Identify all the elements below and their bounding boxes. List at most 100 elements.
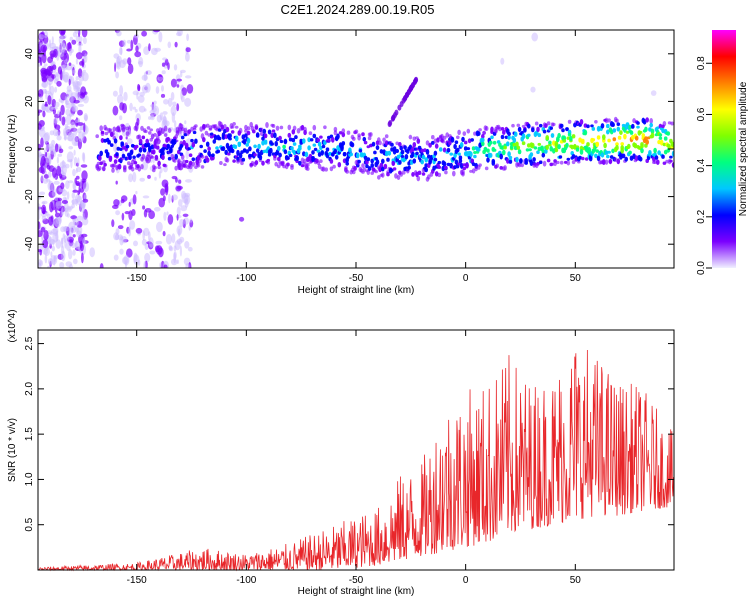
colorbar-tick-label: 0.2 [696, 209, 707, 223]
ridge-cell [381, 166, 385, 172]
ridge-cell [273, 132, 277, 139]
ridge-cell [258, 154, 263, 161]
ridge-cell [137, 134, 142, 139]
ridge-cell [534, 121, 539, 126]
noise-blob [82, 37, 87, 45]
ridge-cell [634, 155, 639, 162]
ridge-cell [234, 125, 239, 129]
ridge-cell [671, 150, 674, 157]
ridge-cell [604, 150, 609, 155]
ridge-cell [348, 147, 352, 153]
ridge-cell [338, 131, 343, 135]
chart-title: C2E1.2024.289.00.19.R05 [280, 2, 435, 17]
noise-blob [39, 191, 46, 196]
y-tick-label: 2.5 [24, 336, 35, 350]
noise-blob [165, 234, 173, 245]
ridge-cell [381, 172, 385, 178]
ridge-cell [617, 135, 622, 140]
noise-blob [161, 62, 166, 67]
noise-blob [157, 76, 163, 81]
ridge-cell [244, 129, 248, 133]
ridge-cell [148, 131, 152, 135]
ridge-cell [238, 152, 243, 159]
noise-blob [48, 155, 51, 166]
ridge-cell [620, 142, 624, 146]
noise-blob [155, 86, 160, 94]
ridge-cell [649, 122, 653, 128]
noise-blob [65, 261, 73, 267]
noise-blob [115, 210, 120, 216]
ridge-cell [180, 127, 185, 132]
ridge-cell [441, 165, 446, 172]
ridge-cell [533, 146, 538, 150]
ridge-cell [141, 153, 146, 160]
ridge-cell [502, 129, 506, 135]
ridge-cell [321, 144, 326, 149]
noise-blob [123, 91, 128, 102]
ridge-cell [111, 131, 115, 137]
ridge-cell [246, 126, 251, 131]
ridge-cell [500, 127, 505, 131]
noise-blob [57, 49, 65, 58]
spur-cell [394, 109, 399, 116]
noise-blob [72, 182, 76, 190]
ridge-cell [671, 162, 674, 168]
ridge-cell [428, 142, 432, 148]
ridge-cell [282, 144, 286, 149]
noise-blob [185, 52, 190, 62]
noise-blob [162, 116, 168, 126]
ridge-cell [386, 157, 390, 162]
ridge-cell [329, 166, 334, 172]
noise-blob [127, 63, 134, 75]
colorbar-tick-label: 0.0 [696, 261, 707, 275]
noise-blob [119, 85, 124, 96]
noise-blob [55, 196, 59, 202]
ridge-cell [458, 158, 463, 164]
noise-blob [80, 202, 86, 209]
ridge-cell [363, 140, 368, 145]
noise-blob [61, 200, 69, 204]
noise-blob [163, 211, 167, 221]
noise-blob [55, 230, 59, 242]
ridge-cell [341, 132, 346, 138]
ridge-cell [424, 163, 429, 168]
ridge-cell [177, 149, 181, 155]
ridge-cell [508, 155, 513, 160]
ridge-cell [594, 153, 598, 158]
y-tick-label: 20 [24, 95, 35, 107]
noise-blob [176, 206, 181, 216]
noise-blob [72, 81, 76, 87]
ridge-cell [386, 170, 390, 174]
ridge-cell [303, 129, 307, 136]
ridge-cell [271, 124, 276, 128]
noise-blob [164, 183, 169, 193]
noise-blob [61, 250, 66, 262]
noise-blob [117, 94, 124, 104]
snr-series [37, 349, 675, 572]
ridge-cell [163, 133, 168, 137]
ridge-cell [433, 157, 438, 162]
ridge-cell [578, 137, 582, 143]
ridge-cell [595, 141, 599, 147]
noise-blob [70, 158, 73, 169]
noise-blob [55, 71, 59, 77]
ridge-cell [603, 142, 607, 149]
noise-blob [137, 83, 140, 92]
ridge-cell [521, 133, 526, 140]
noise-blob [69, 112, 72, 118]
ridge-cell [528, 148, 532, 152]
noise-blob [71, 69, 76, 74]
ridge-cell [178, 163, 182, 168]
noise-blob [45, 109, 53, 113]
noise-blob [38, 262, 42, 268]
ridge-cell [379, 149, 384, 154]
noise-blob [99, 263, 104, 268]
noise-blob [145, 70, 152, 76]
ridge-cell [279, 125, 284, 130]
ridge-cell [213, 134, 218, 141]
ridge-cell [425, 140, 430, 146]
noise-blob [72, 234, 76, 238]
noise-blob [79, 243, 84, 252]
ridge-cell [246, 130, 251, 136]
noise-blob [68, 48, 74, 54]
